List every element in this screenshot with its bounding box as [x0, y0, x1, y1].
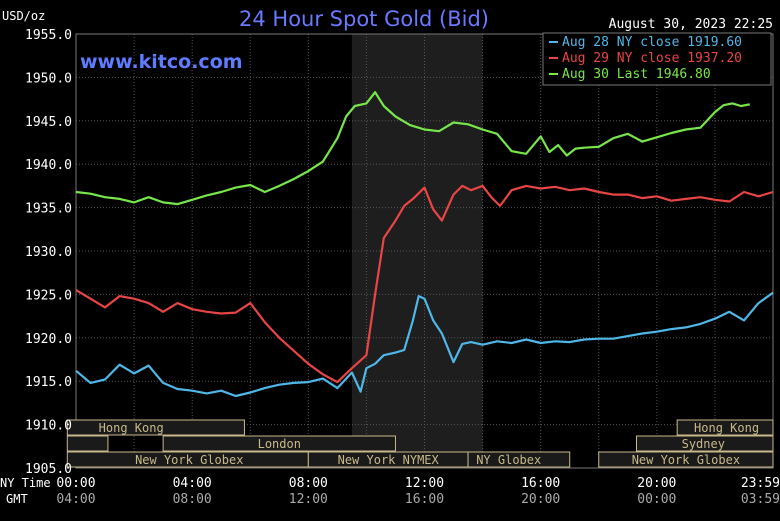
y-tick-label: 1950.0	[25, 71, 72, 86]
session-label: Hong Kong	[99, 421, 164, 435]
legend-entry: Aug 29 NY close 1937.20	[562, 51, 742, 66]
x-tick-ny: 23:59	[741, 476, 780, 491]
x-tick-gmt: 04:00	[56, 492, 95, 507]
session-bar	[66, 435, 109, 452]
session-bar	[162, 435, 396, 452]
chart-title: 24 Hour Spot Gold (Bid)	[239, 7, 489, 31]
x-tick-ny: 16:00	[521, 476, 560, 491]
y-tick-label: 1940.0	[25, 158, 72, 173]
y-tick-label: 1910.0	[25, 419, 72, 434]
gmt-label: GMT	[6, 492, 28, 506]
plot-border	[75, 33, 774, 469]
x-tick-ny: 12:00	[405, 476, 444, 491]
x-tick-ny: 04:00	[173, 476, 212, 491]
y-tick-label: 1925.0	[25, 288, 72, 303]
kitco-watermark[interactable]: www.kitco.com	[80, 51, 243, 73]
y-tick-label: 1930.0	[25, 245, 72, 260]
y-tick-label: 1905.0	[25, 462, 72, 477]
session-bar	[467, 451, 571, 468]
session-label: London	[258, 437, 301, 451]
timestamp: August 30, 2023 22:25	[609, 17, 773, 32]
x-axis-ticks: 00:0004:0004:0008:0008:0012:0012:0016:00…	[56, 476, 780, 507]
session-bars: Hong Kong Hong Kong London Sydney New York G…	[66, 419, 774, 468]
legend-entry: Aug 30 Last 1946.80	[562, 67, 711, 82]
session-label: Hong Kong	[694, 421, 759, 435]
y-tick-label: 1935.0	[25, 202, 72, 217]
session-label: New York Globex	[632, 453, 740, 467]
session-label: New York NYMEX	[338, 453, 440, 467]
session-bar	[598, 451, 774, 468]
x-tick-ny: 20:00	[637, 476, 676, 491]
session-bar	[676, 419, 774, 436]
series-lines	[75, 91, 774, 398]
x-tick-gmt: 20:00	[521, 492, 560, 507]
y-axis-ticks: 1955.0 1950.0 1945.0 1940.0 1935.0 1930.0 1925…	[25, 28, 72, 477]
y-tick-label: 1915.0	[25, 375, 72, 390]
series-line-aug-29	[75, 184, 774, 384]
session-label: NY Globex	[476, 453, 541, 467]
ny-time-label: NY Time	[0, 476, 51, 490]
x-tick-gmt: 08:00	[173, 492, 212, 507]
legend-box	[542, 32, 772, 86]
session-label: Sydney	[682, 437, 725, 451]
session-bar	[636, 435, 774, 452]
x-tick-ny: 00:00	[56, 476, 95, 491]
market-open-shade	[351, 34, 483, 468]
legend-entry: Aug 28 NY close 1919.60	[562, 35, 742, 50]
x-tick-gmt: 03:59	[741, 492, 780, 507]
x-tick-gmt: 00:00	[637, 492, 676, 507]
y-tick-label: 1945.0	[25, 115, 72, 130]
y-tick-label: 1920.0	[25, 332, 72, 347]
session-bar	[66, 419, 245, 436]
series-line-aug-28	[75, 291, 774, 398]
y-axis-label: USD/oz	[2, 9, 45, 23]
x-tick-gmt: 16:00	[405, 492, 444, 507]
x-tick-ny: 08:00	[289, 476, 328, 491]
grid	[75, 33, 774, 469]
y-tick-label: 1955.0	[25, 28, 72, 43]
session-label: New York Globex	[135, 453, 243, 467]
x-tick-gmt: 12:00	[289, 492, 328, 507]
series-line-aug-30	[75, 91, 751, 206]
market-hours-shading	[351, 34, 483, 468]
